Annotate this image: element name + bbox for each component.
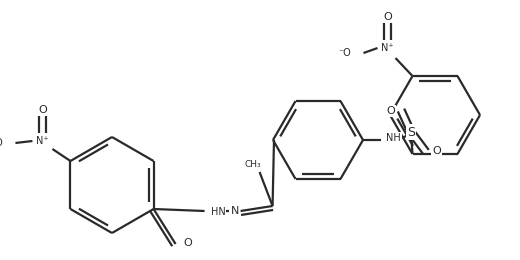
Text: O: O: [432, 146, 441, 156]
Text: S: S: [407, 126, 415, 139]
Text: O: O: [383, 12, 392, 22]
Text: NH: NH: [386, 133, 401, 143]
Text: ⁻O: ⁻O: [339, 48, 352, 58]
Text: O: O: [38, 105, 47, 115]
Text: N⁺: N⁺: [381, 43, 394, 53]
Text: N: N: [230, 206, 239, 216]
Text: ⁻O: ⁻O: [0, 138, 4, 148]
Text: N⁺: N⁺: [36, 136, 49, 146]
Text: HN: HN: [211, 207, 225, 217]
Text: O: O: [184, 238, 192, 248]
Text: O: O: [386, 106, 395, 116]
Text: CH₃: CH₃: [244, 160, 261, 169]
